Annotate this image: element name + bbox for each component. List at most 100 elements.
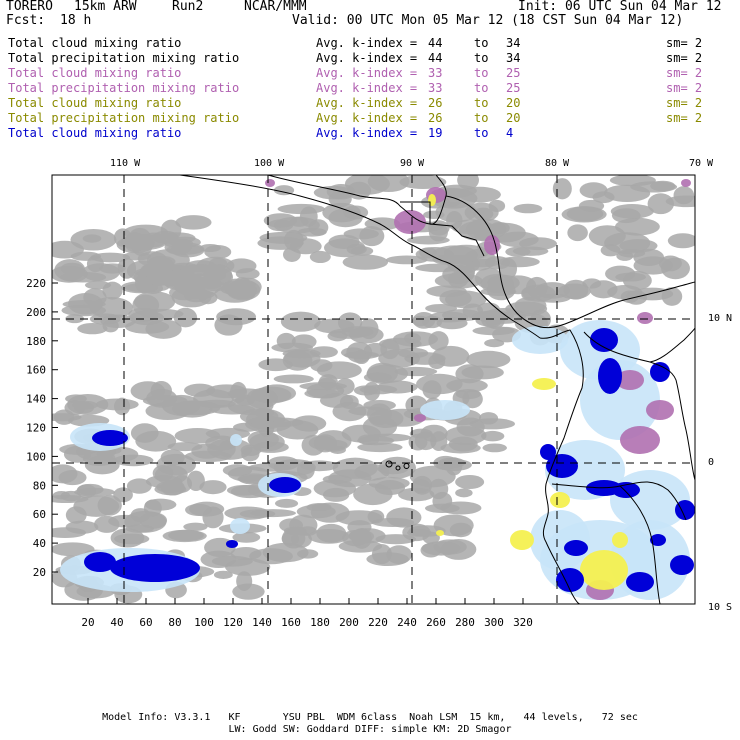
deep-cloud-core: [626, 572, 654, 592]
x-tick-label: 100: [194, 616, 214, 629]
legend-to-word: to: [474, 36, 489, 50]
cloud-cover-patch: [650, 180, 676, 192]
cloud-cover-patch: [430, 431, 448, 451]
cloud-cover-patch: [84, 455, 120, 475]
cloud-cover-patch: [458, 186, 501, 203]
legend-smoothing: sm= 2: [666, 36, 703, 50]
coastline-south-america-west: [539, 329, 584, 604]
cloud-cover-patch: [232, 583, 265, 600]
cloud-cover-patch: [126, 478, 152, 494]
deep-cloud-core: [650, 362, 670, 382]
cloud-cover-patch: [171, 475, 193, 493]
lon-label-80w: 80 W: [545, 158, 570, 169]
model-info-line2: LW: Godd SW: Goddard DIFF: simple KM: 2D…: [228, 724, 512, 735]
k-index-33-25-patch: [394, 210, 426, 234]
cloud-cover-patch: [250, 509, 296, 518]
y-tick-label: 200: [26, 306, 46, 319]
cloud-cover-patch: [235, 394, 255, 406]
cloud-cover-patch: [440, 538, 477, 560]
cloud-cover-patch: [160, 219, 182, 241]
legend-smoothing: sm= 2: [666, 51, 703, 65]
cloud-cover-patch: [218, 440, 236, 458]
k-index-33-25-patch: [265, 179, 275, 187]
legend-to: 20: [506, 111, 521, 125]
lat-label-10n: 10 N: [708, 313, 733, 324]
cloud-cover-patch: [622, 270, 652, 291]
cloud-cover-patch: [380, 338, 400, 360]
deep-cloud-core: [590, 328, 618, 352]
cloud-cover-patch: [224, 278, 248, 297]
cloud-cover-patch: [249, 548, 293, 565]
cloud-cover-patch: [296, 504, 336, 519]
legend-from: 19: [428, 126, 443, 140]
cloud-cover-patch: [425, 303, 458, 313]
y-tick-label: 40: [33, 537, 46, 550]
x-tick-label: 20: [81, 616, 94, 629]
lat-label-0: 0: [708, 457, 715, 468]
cloud-cover-patch: [362, 416, 398, 438]
cloud-cover-patch: [426, 285, 467, 298]
cloud-cover-patch: [428, 478, 449, 500]
cloud-cover-patch: [353, 483, 393, 506]
cloud-cover-patch: [449, 522, 473, 538]
cloud-cover-patch: [125, 524, 154, 533]
model-name: TORERO: [6, 0, 53, 14]
cloud-cover-patch: [235, 268, 260, 280]
cloud-cover-patch: [310, 359, 333, 372]
cloud-cover-patch: [328, 469, 372, 488]
cloud-cover-patch: [214, 314, 243, 336]
legend-to-word: to: [474, 81, 489, 95]
cloud-cover-patch: [371, 517, 415, 527]
cloud-cover-patch: [58, 469, 87, 486]
cloud-cover-patch: [377, 380, 418, 394]
x-tick-label: 260: [426, 616, 446, 629]
cloud-cover-patch: [65, 506, 87, 524]
cloud-cover-patch: [428, 331, 449, 351]
legend-smoothing: sm= 2: [666, 66, 703, 80]
cloud-cover-patch: [455, 488, 473, 498]
model-resolution: 15km ARW: [74, 0, 137, 14]
cloud-cover-patch: [145, 319, 182, 339]
lon-label-110w: 110 W: [110, 158, 141, 169]
cloud-cover-patch: [74, 401, 95, 414]
legend-smoothing: sm= 2: [666, 96, 703, 110]
legend-stat: Avg. k-index =: [316, 51, 418, 65]
deep-cloud-core: [670, 555, 694, 575]
precip-halo: [420, 400, 470, 420]
cloud-cover-patch: [359, 318, 379, 340]
cloud-cover-patch: [357, 442, 403, 453]
cloud-cover-patch: [258, 358, 293, 372]
cloud-cover-patch: [77, 483, 104, 496]
cloud-cover-patch: [283, 247, 301, 262]
cloud-cover-patch: [309, 250, 331, 264]
cloud-cover-patch: [353, 385, 378, 396]
valid-time: Valid: 00 UTC Mon 05 Mar 12 (18 CST Sun …: [292, 13, 684, 28]
forecast-label: Fcst:: [6, 13, 46, 28]
cloud-cover-patch: [473, 207, 494, 221]
cloud-cover-patch: [359, 225, 385, 247]
cloud-cover-patch: [174, 427, 221, 444]
cloud-cover-patch: [297, 227, 327, 237]
y-tick-label: 220: [26, 277, 46, 290]
cloud-cover-patch: [512, 246, 549, 256]
x-tick-label: 180: [310, 616, 330, 629]
cloud-cover-patch: [65, 520, 99, 534]
cloud-cover-patch: [317, 439, 348, 451]
y-tick-label: 140: [26, 393, 46, 406]
cloud-cover-patch: [97, 494, 122, 516]
cloud-cover-patch: [273, 185, 295, 196]
cloud-cover-patch: [589, 280, 618, 299]
map-frame: [51, 174, 696, 605]
border-colombia: [583, 331, 695, 481]
cloud-cover-patch: [482, 443, 507, 453]
legend-stat: Avg. k-index =: [316, 96, 418, 110]
x-tick-label: 320: [513, 616, 533, 629]
cloud-cover-patch: [282, 348, 321, 359]
cloud-cover-patch: [416, 373, 463, 395]
legend-to-word: to: [474, 66, 489, 80]
k-index-26-20-patch: [510, 530, 534, 550]
cloud-cover-patch: [53, 409, 75, 425]
cloud-cover-patch: [661, 287, 683, 306]
cloud-cover-patch: [297, 549, 319, 559]
cloud-cover-patch: [169, 285, 200, 301]
